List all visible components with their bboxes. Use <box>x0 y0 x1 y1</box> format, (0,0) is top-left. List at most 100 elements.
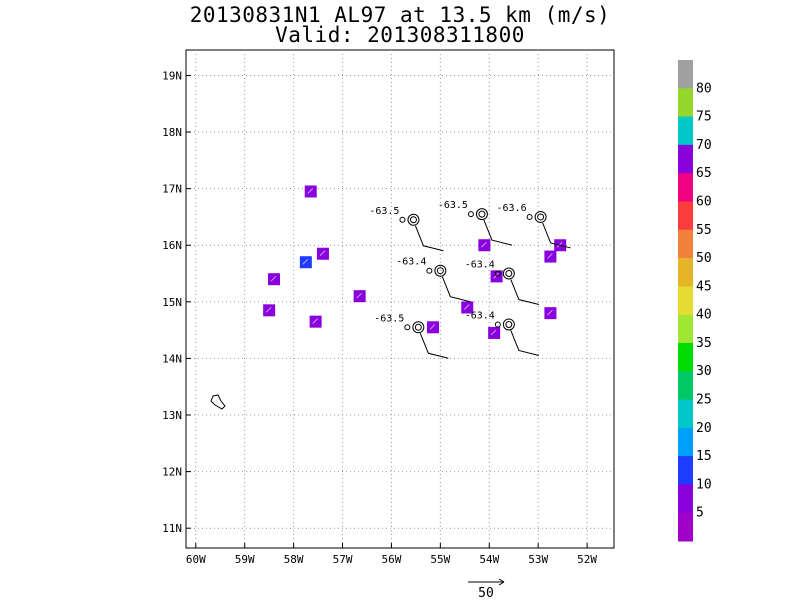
colorbar-label: 10 <box>696 477 712 492</box>
drop-circle-inner <box>436 267 444 275</box>
lon-label: 52W <box>577 553 597 566</box>
wind-barb-small <box>265 306 272 313</box>
drop-point <box>494 270 501 277</box>
drop-track <box>483 219 513 246</box>
colorbar-label: 70 <box>696 138 712 153</box>
valid-time: Valid: 201308311800 <box>275 23 525 47</box>
colorbar-label: 80 <box>696 81 712 96</box>
wind-patch <box>268 273 281 286</box>
wind-barb-small <box>547 309 553 316</box>
colorbar-segment <box>678 456 693 485</box>
lat-label: 19N <box>162 69 182 82</box>
drop-pressure-label: -63.4 <box>396 257 426 268</box>
wind-barb-small <box>481 241 487 248</box>
colorbar-segment <box>678 144 693 174</box>
lat-label: 12N <box>162 466 182 479</box>
colorbar-segment <box>678 229 693 259</box>
gridlines <box>186 50 614 548</box>
drop-point <box>494 321 501 328</box>
colorbar-segment <box>678 258 693 287</box>
colorbar-segment <box>678 201 693 231</box>
lon-label: 60W <box>186 553 206 566</box>
figure-title: 20130831N1 AL97 at 13.5 km (m/s) <box>189 3 611 27</box>
colorbar-segment <box>678 88 693 118</box>
colorbar-segment <box>678 484 693 514</box>
drop-circle-outer <box>412 321 425 334</box>
wind-patch <box>478 239 491 252</box>
wind-patch <box>304 185 317 198</box>
drop-circle-inner <box>409 216 417 224</box>
colorbar-segment <box>678 116 693 146</box>
lon-label: 54W <box>479 553 499 566</box>
drop-circle-inner <box>505 320 513 328</box>
drop-track <box>414 225 444 252</box>
wind-barb-small <box>307 188 314 194</box>
wind-patch <box>490 270 503 283</box>
axis-ticks: 19N 18N 17N 16N 15N 14N 13N 12N 11N 60W 59W 58W 57W 5… <box>162 69 597 566</box>
lon-label: 57W <box>333 553 353 566</box>
lat-label: 14N <box>162 352 182 365</box>
drop-circle-outer <box>502 318 515 331</box>
wind-barb-small <box>270 275 277 282</box>
drop-circle-outer <box>434 264 447 277</box>
drop-pressure-label: -63.6 <box>497 203 527 214</box>
colorbar-label: 75 <box>696 110 712 125</box>
island-outline <box>210 394 226 410</box>
wind-patch <box>427 321 440 334</box>
colorbar-segment <box>678 286 693 316</box>
drop-circle-outer <box>407 213 420 226</box>
colorbar-label: 35 <box>696 336 712 351</box>
wind-barb-small <box>312 318 318 324</box>
wind-scale-arrowhead <box>498 578 505 586</box>
colorbar-segment <box>678 342 693 372</box>
drop-track <box>510 279 539 306</box>
wind-barb-small <box>302 258 309 265</box>
drop-circle-inner <box>505 270 513 278</box>
colorbar-label: 60 <box>696 194 712 209</box>
drop-point <box>399 216 406 223</box>
drop-track <box>510 330 539 356</box>
colorbar-label: 65 <box>696 166 712 181</box>
wind-barb-small <box>356 292 362 299</box>
lat-label: 11N <box>162 522 182 535</box>
lon-label: 56W <box>382 553 402 566</box>
colorbar-label: 25 <box>696 393 712 408</box>
drop-circle-inner <box>414 323 422 331</box>
wind-patch <box>461 301 474 314</box>
drop-circle-outer <box>534 210 547 223</box>
lat-label: 17N <box>162 183 182 196</box>
colorbar-label: 15 <box>696 449 712 464</box>
drop-pressure-label: -63.4 <box>465 310 495 321</box>
lat-label: 16N <box>162 239 182 252</box>
drop-pressure-label: -63.5 <box>369 206 399 217</box>
wind-barb-small <box>429 323 436 330</box>
colorbar-label: 20 <box>696 421 712 436</box>
colorbar-segment <box>678 427 693 457</box>
colorbar-label: 30 <box>696 364 712 379</box>
colorbar-segment <box>678 173 693 202</box>
colorbar-label: 55 <box>696 223 712 238</box>
drop-pressure-label: -63.5 <box>438 200 468 211</box>
colorbar-label: 50 <box>696 251 712 266</box>
drop-circle-outer <box>502 267 515 280</box>
wind-patch <box>263 304 276 317</box>
wind-patch <box>353 290 366 303</box>
drop-track <box>419 333 449 359</box>
colorbar: 80 75 70 65 60 55 50 45 40 35 30 25 20 15 10 5 <box>678 60 712 542</box>
wind-barb-small <box>463 304 470 310</box>
wind-patch <box>309 315 322 328</box>
drop-pressure-label: -63.5 <box>374 313 404 324</box>
wind-barb-small <box>490 329 497 336</box>
wind-patch <box>299 256 312 269</box>
drop-point <box>426 267 433 274</box>
colorbar-segment <box>678 371 693 401</box>
colorbar-label: 45 <box>696 279 712 294</box>
wind-scale: 50 <box>468 578 505 600</box>
colorbar-segment <box>678 512 693 542</box>
wind-patch <box>544 307 557 320</box>
lon-label: 59W <box>235 553 255 566</box>
drop-track <box>542 222 571 249</box>
wind-patches <box>263 185 567 339</box>
